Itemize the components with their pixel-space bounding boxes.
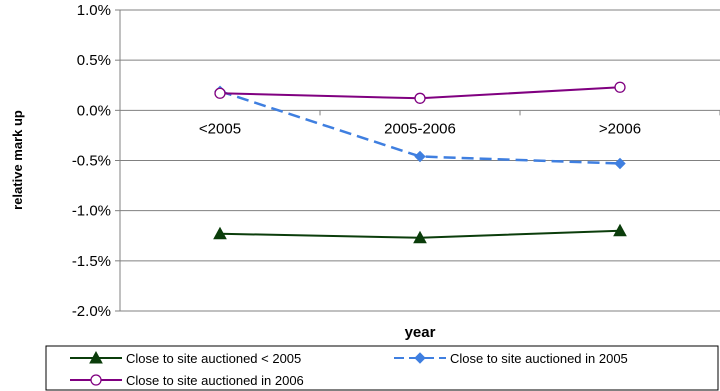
data-point (614, 157, 626, 170)
legend-frame (45, 345, 719, 391)
x-axis-title: year (405, 324, 436, 341)
y-tick-label: 0.0% (77, 102, 111, 119)
y-tick-label: -1.0% (72, 203, 111, 220)
y-axis-title: relative mark up (10, 110, 25, 210)
marker-layer (213, 81, 627, 244)
x-tick-label: <2005 (199, 120, 241, 137)
data-point (614, 81, 626, 93)
data-point (613, 223, 627, 237)
axis-layer (115, 9, 720, 312)
legend-swatch-marker (89, 350, 103, 364)
y-tick-label: -0.5% (72, 153, 111, 170)
legend-label: Close to site auctioned in 2006 (126, 373, 304, 388)
grid-layer (120, 9, 720, 312)
legend-label: Close to site auctioned < 2005 (126, 351, 301, 366)
y-tick-label: 1.0% (77, 2, 111, 19)
y-tick-label: -1.5% (72, 253, 111, 270)
series-layer (219, 86, 621, 239)
data-point (413, 230, 427, 244)
y-tick-label: 0.5% (77, 52, 111, 69)
data-point (213, 226, 227, 240)
x-tick-label: >2006 (599, 120, 641, 137)
legend-swatch-marker (414, 352, 426, 364)
data-point (214, 87, 226, 99)
label-layer: 1.0% 0.5% 0.0% -0.5% -1.0% -1.5% -2.0% <2005 200… (72, 2, 641, 320)
y-tick-label: -2.0% (72, 303, 111, 320)
series-line (219, 90, 621, 165)
legend-swatch-marker (90, 374, 102, 386)
legend-items: Close to site auctioned < 2005 Close to s… (70, 350, 628, 388)
legend-label: Close to site auctioned in 2005 (450, 351, 628, 366)
x-tick-label: 2005-2006 (384, 120, 456, 137)
legend: Close to site auctioned < 2005 Close to s… (45, 345, 719, 391)
data-point (414, 92, 426, 104)
data-point (414, 150, 426, 163)
